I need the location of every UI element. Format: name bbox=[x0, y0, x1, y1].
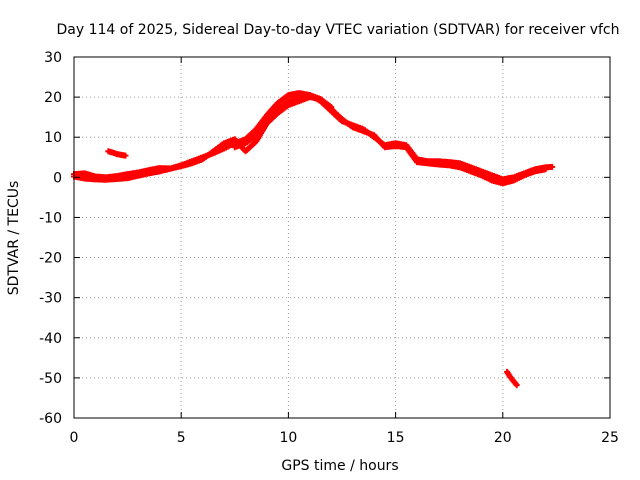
y-tick-label: -40 bbox=[39, 331, 62, 347]
point-trail bbox=[115, 171, 129, 179]
grid bbox=[73, 56, 611, 419]
point-trail bbox=[469, 169, 483, 178]
point-trail bbox=[448, 159, 462, 167]
x-tick-label: 25 bbox=[601, 430, 619, 446]
point-trail bbox=[383, 143, 397, 150]
x-tick-label: 15 bbox=[387, 430, 405, 446]
point-trail bbox=[244, 133, 258, 146]
point-trail bbox=[276, 103, 290, 115]
point-trail bbox=[243, 127, 258, 141]
point-trail bbox=[276, 93, 290, 105]
chart-title: Day 114 of 2025, Sidereal Day-to-day VTE… bbox=[56, 22, 619, 38]
y-tick-label: -50 bbox=[39, 371, 62, 387]
y-tick-label: 10 bbox=[44, 130, 62, 146]
point-trail bbox=[83, 170, 97, 179]
point-trail bbox=[501, 174, 515, 182]
point-trail bbox=[340, 117, 355, 129]
point-trail bbox=[490, 173, 504, 182]
point-trail bbox=[83, 175, 97, 183]
y-tick-label: -60 bbox=[39, 411, 62, 427]
point-trail bbox=[329, 107, 344, 121]
point-trail bbox=[490, 178, 504, 186]
point-trail bbox=[254, 113, 269, 131]
point-trail bbox=[351, 124, 365, 134]
point-trail bbox=[265, 101, 280, 117]
point-trail bbox=[126, 169, 140, 177]
point-trail bbox=[437, 161, 451, 169]
point-trail bbox=[404, 145, 419, 164]
point-trail bbox=[372, 133, 387, 149]
point-trail bbox=[94, 176, 108, 183]
point-trail bbox=[137, 167, 151, 176]
point-trail bbox=[458, 165, 472, 174]
point-trail bbox=[480, 169, 494, 178]
point-trail bbox=[147, 165, 161, 173]
point-trail bbox=[437, 158, 451, 165]
axis-ticks: 30 20 10 0 -10 -20 -30 -40 -50 -60 0 5 10 15 20 25 bbox=[39, 50, 619, 446]
point-trail bbox=[105, 175, 129, 183]
x-tick-label: 20 bbox=[494, 430, 512, 446]
x-axis-label: GPS time / hours bbox=[281, 458, 398, 474]
point-trail bbox=[319, 97, 333, 109]
x-tick-label: 0 bbox=[70, 430, 79, 446]
series-track-c bbox=[231, 92, 335, 151]
point-trail bbox=[211, 141, 226, 154]
point-trail bbox=[111, 150, 119, 157]
point-trail bbox=[233, 140, 247, 150]
point-trail bbox=[147, 168, 161, 176]
x-tick-label: 10 bbox=[279, 430, 297, 446]
plot-frame bbox=[73, 56, 611, 419]
point-trail bbox=[287, 94, 301, 104]
point-trail bbox=[448, 162, 462, 170]
point-trail bbox=[287, 98, 301, 108]
x-tick-label: 5 bbox=[177, 430, 186, 446]
y-tick-label: -30 bbox=[39, 291, 62, 307]
y-axis-label: SDTVAR / TECUs bbox=[6, 181, 22, 296]
y-tick-label: 30 bbox=[44, 50, 62, 66]
series-segment-e bbox=[504, 368, 520, 389]
point-trail bbox=[119, 152, 127, 159]
point-trail bbox=[254, 119, 269, 137]
point-trail bbox=[426, 160, 440, 168]
point-trail bbox=[126, 170, 151, 181]
series-track-b bbox=[71, 94, 549, 187]
series-track-a bbox=[71, 90, 556, 183]
y-tick-label: 0 bbox=[53, 170, 62, 186]
point-trail bbox=[190, 157, 204, 166]
point-trail bbox=[297, 92, 312, 100]
point-trail bbox=[243, 139, 258, 153]
point-trail bbox=[222, 141, 236, 151]
point-trail bbox=[158, 163, 183, 174]
point-trail bbox=[458, 161, 472, 170]
point-trail bbox=[201, 149, 215, 162]
point-trail bbox=[508, 375, 516, 383]
series-segment-d bbox=[105, 148, 129, 159]
point-trail bbox=[480, 173, 494, 183]
y-tick-label: 20 bbox=[44, 90, 62, 106]
point-trail bbox=[106, 148, 115, 156]
y-tick-label: -10 bbox=[39, 210, 62, 226]
point-trail bbox=[287, 90, 301, 98]
point-trail bbox=[276, 99, 290, 111]
point-trail bbox=[394, 143, 408, 150]
point-trail bbox=[362, 128, 376, 138]
point-trail bbox=[504, 370, 513, 379]
point-trail bbox=[308, 92, 322, 102]
data-points bbox=[71, 90, 556, 389]
point-trail bbox=[511, 379, 519, 387]
point-trail bbox=[469, 165, 483, 174]
point-trail bbox=[180, 160, 194, 169]
point-trail bbox=[115, 151, 123, 158]
y-tick-label: -20 bbox=[39, 251, 62, 267]
point-trail bbox=[523, 169, 537, 178]
point-trail bbox=[265, 107, 280, 123]
point-trail bbox=[415, 159, 429, 167]
point-trail bbox=[512, 173, 526, 183]
point-trail bbox=[533, 166, 547, 174]
point-trail bbox=[544, 164, 554, 171]
point-trail bbox=[501, 178, 515, 186]
